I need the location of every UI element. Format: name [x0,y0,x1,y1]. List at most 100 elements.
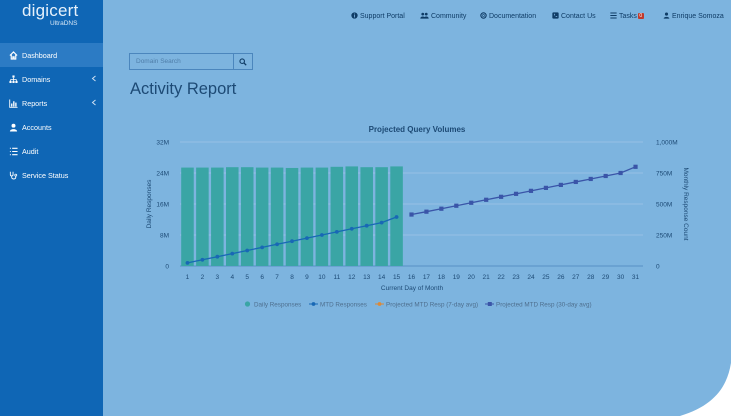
x-tick-label: 2 [201,274,205,281]
x-tick-label: 1 [186,274,190,281]
y2-tick-label: 750M [656,171,672,178]
sidebar-item-label: Reports [22,99,48,108]
bar [360,167,373,266]
sidebar-item-label: Audit [22,147,39,156]
x-tick-label: 10 [318,274,326,281]
bar [181,167,194,266]
data-point [290,239,294,244]
data-point [543,185,549,190]
tasks-label: Tasks [619,13,637,20]
data-point [603,173,608,179]
life-ring-icon [480,12,487,19]
x-tick-label: 29 [602,274,610,281]
sidebar-item-accounts[interactable]: Accounts [0,115,103,139]
sidebar-item-label: Domains [22,75,51,84]
x-tick-label: 7 [275,274,279,281]
x-tick-label: 21 [483,274,491,281]
bar [211,167,224,266]
bar-chart-icon [9,99,18,108]
data-point [379,220,384,225]
data-point [364,223,369,228]
y2-axis-label: Monthly Response Count [682,168,689,241]
tasks-link[interactable]: Tasks 0 [610,12,644,20]
search-button[interactable] [233,53,253,70]
legend-marker [487,302,492,306]
x-tick-label: 14 [378,274,386,281]
sitemap-icon [9,75,18,84]
brand-product: UltraDNS [50,20,78,27]
x-axis-label: Current Day of Month [381,285,444,292]
y-tick-label: 32M [156,140,169,147]
user-name: Enrique Somoza [672,13,724,20]
legend-swatch [244,301,251,307]
tasks-count-badge: 0 [637,13,644,19]
legend-marker [311,302,316,306]
user-icon [663,12,670,19]
data-point [409,212,414,217]
data-point [439,206,444,211]
x-tick-label: 8 [290,274,294,281]
x-tick-label: 19 [453,274,461,281]
brand-logo[interactable]: digicert UltraDNS [0,0,103,36]
legend-label: MTD Responses [320,301,367,308]
contact-us-link[interactable]: Contact Us [552,12,596,20]
community-label: Community [431,13,467,20]
x-tick-label: 27 [572,274,580,281]
x-tick-label: 3 [216,274,220,281]
x-tick-label: 23 [512,274,520,281]
x-tick-label: 4 [230,274,234,281]
support-portal-link[interactable]: Support Portal [351,12,405,20]
data-point [513,191,519,196]
series-line [411,166,636,216]
sidebar-item-domains[interactable]: Domains [0,67,103,91]
y2-tick-label: 0 [656,264,660,271]
x-tick-label: 5 [245,274,249,281]
sidebar-item-service-status[interactable]: Service Status [0,163,103,187]
x-tick-label: 24 [527,274,535,281]
legend-label: Daily Responses [254,301,301,308]
sidebar: digicert UltraDNS Dashboard Domains Repo… [0,0,103,416]
x-tick-label: 25 [542,274,550,281]
users-icon [420,12,429,19]
sidebar-item-reports[interactable]: Reports [0,91,103,115]
community-link[interactable]: Community [420,12,466,20]
legend-label: Projected MTD Resp (7-day avg) [386,301,478,308]
tasks-icon [610,12,617,19]
info-circle-icon [351,12,358,19]
y-tick-label: 16M [156,202,169,209]
domain-search-input[interactable] [129,53,233,70]
data-point [260,245,265,250]
x-tick-label: 16 [408,274,416,281]
phone-icon [552,12,559,19]
top-navigation: Support Portal Community Documentation C… [103,0,731,33]
x-tick-label: 20 [468,274,476,281]
x-tick-label: 6 [260,274,264,281]
sidebar-item-audit[interactable]: Audit [0,139,103,163]
data-point [200,257,205,262]
sidebar-item-dashboard[interactable]: Dashboard [0,43,103,67]
data-point [454,203,459,208]
y2-tick-label: 1,000M [656,140,678,147]
legend-label: Projected MTD Resp (30-day avg) [496,301,592,308]
documentation-link[interactable]: Documentation [480,12,536,20]
y-tick-label: 0 [165,264,169,271]
brand-name: digicert [22,1,79,20]
x-tick-label: 18 [438,274,446,281]
documentation-label: Documentation [489,13,537,20]
chart-title: Projected Query Volumes [369,125,466,134]
user-menu[interactable]: Enrique Somoza [663,12,724,20]
bar [240,167,254,266]
support-portal-label: Support Portal [360,13,405,20]
contact-us-label: Contact Us [561,13,596,20]
legend-marker [377,302,382,306]
data-point [215,254,220,259]
data-point [424,209,429,214]
x-tick-label: 9 [305,274,309,281]
user-icon [9,123,18,132]
data-point [469,200,474,205]
x-tick-label: 12 [348,274,356,281]
y2-tick-label: 500M [656,202,672,209]
data-point [633,164,638,169]
x-tick-label: 15 [393,274,401,281]
